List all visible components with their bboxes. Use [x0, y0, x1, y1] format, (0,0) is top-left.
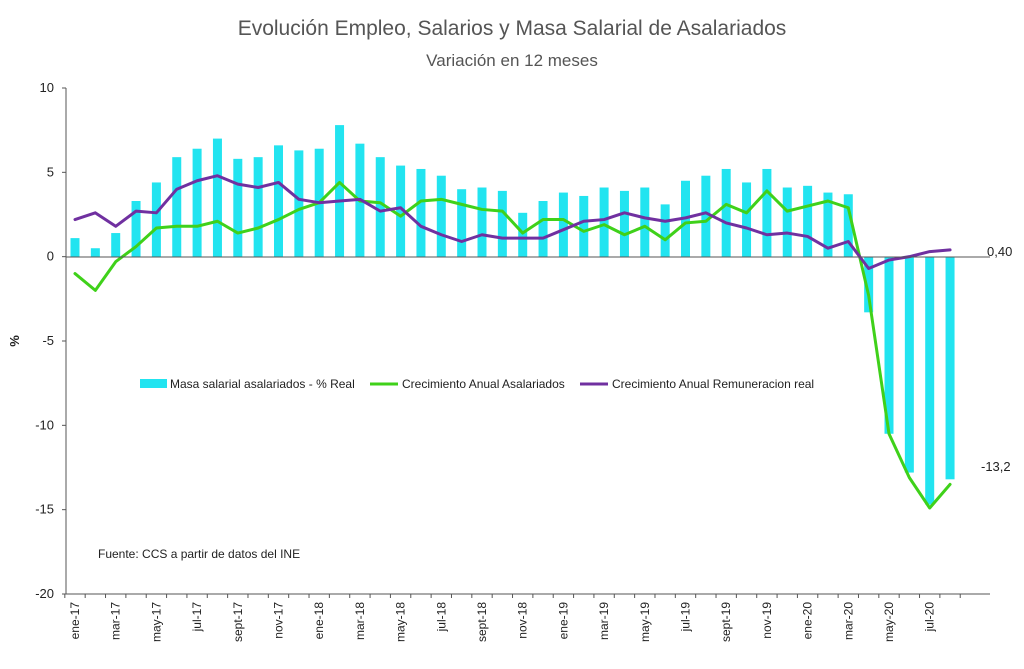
- bar-masa-salarial: [742, 182, 752, 257]
- bar-masa-salarial: [477, 187, 487, 257]
- bar-masa-salarial: [111, 233, 121, 257]
- y-tick-label: 10: [40, 80, 54, 95]
- x-tick-label: ene-17: [68, 602, 82, 640]
- end-label-remuneracion: 0,40: [987, 244, 1012, 259]
- y-tick-label: -15: [35, 502, 54, 517]
- x-tick-label: sept-18: [475, 602, 489, 642]
- legend: Masa salarial asalariados - % Real Creci…: [140, 377, 814, 391]
- bar-masa-salarial: [233, 158, 243, 257]
- bar-masa-salarial: [640, 187, 650, 257]
- bar-masa-salarial: [864, 256, 874, 313]
- bar-masa-salarial: [457, 189, 467, 257]
- bar-masa-salarial: [131, 201, 141, 257]
- bar-masa-salarial: [294, 150, 304, 257]
- x-tick-label: ene-18: [312, 602, 326, 640]
- chart-title: Evolución Empleo, Salarios y Masa Salari…: [238, 17, 787, 40]
- bar-masa-salarial: [945, 256, 955, 480]
- bar-masa-salarial: [90, 248, 100, 257]
- legend-label-masa: Masa salarial asalariados - % Real: [170, 377, 355, 391]
- y-tick-label: -10: [35, 417, 54, 432]
- chart-subtitle: Variación en 12 meses: [426, 51, 598, 70]
- bar-masa-salarial: [436, 175, 446, 257]
- y-tick-label: 0: [47, 249, 54, 264]
- legend-label-asalariados: Crecimiento Anual Asalariados: [402, 377, 565, 391]
- source-note: Fuente: CCS a partir de datos del INE: [98, 547, 300, 561]
- bar-masa-salarial: [335, 125, 345, 257]
- x-tick-label: may-19: [638, 602, 652, 642]
- bar-masa-salarial: [599, 187, 609, 257]
- x-tick-label: jul-19: [679, 602, 693, 633]
- bar-masa-salarial: [762, 168, 772, 257]
- bar-masa-salarial: [721, 168, 731, 257]
- y-tick-label: -5: [42, 333, 54, 348]
- bar-masa-salarial: [823, 192, 833, 257]
- bar-masa-salarial: [497, 190, 507, 257]
- x-tick-label: mar-18: [353, 602, 367, 640]
- bar-masa-salarial: [660, 204, 670, 257]
- bar-masa-salarial: [212, 138, 222, 257]
- bar-masa-salarial: [274, 145, 283, 257]
- bar-masa-salarial: [70, 238, 80, 257]
- end-label-masa: -13,2: [981, 459, 1011, 474]
- x-tick-label: jul-18: [434, 602, 448, 633]
- bar-masa-salarial: [904, 256, 914, 473]
- legend-label-remuneracion: Crecimiento Anual Remuneracion real: [612, 377, 814, 391]
- y-tick-label: -20: [35, 586, 54, 601]
- bar-masa-salarial: [396, 165, 406, 257]
- x-tick-label: jul-20: [923, 602, 937, 633]
- bar-masa-salarial: [151, 182, 161, 257]
- bars: [70, 125, 955, 505]
- x-tick-label: jul-17: [190, 602, 204, 633]
- y-tick-label: 5: [47, 164, 54, 179]
- x-tick-label: sept-17: [231, 602, 245, 642]
- bar-masa-salarial: [253, 157, 263, 257]
- x-tick-label: nov-17: [272, 602, 286, 639]
- bar-masa-salarial: [192, 148, 202, 257]
- x-tick-label: sept-19: [719, 602, 733, 642]
- x-tick-label: ene-20: [801, 602, 815, 640]
- bar-masa-salarial: [579, 195, 589, 257]
- bar-masa-salarial: [803, 185, 813, 257]
- bar-masa-salarial: [782, 187, 792, 257]
- x-tick-label: nov-19: [760, 602, 774, 639]
- x-tick-label: may-20: [882, 602, 896, 642]
- line-remuneracion-real: [73, 174, 952, 270]
- bar-masa-salarial: [375, 157, 385, 257]
- bar-masa-salarial: [884, 256, 894, 434]
- y-ticks: -20 -15 -10 -5 0 5 10: [35, 80, 66, 601]
- bar-masa-salarial: [843, 194, 853, 257]
- bar-masa-salarial: [701, 175, 711, 257]
- bar-masa-salarial: [172, 157, 182, 257]
- x-tick-label: mar-17: [109, 602, 123, 640]
- x-tick-label: nov-18: [516, 602, 530, 639]
- series-lines: [73, 174, 952, 510]
- bar-masa-salarial: [518, 212, 528, 257]
- bar-masa-salarial: [558, 192, 568, 257]
- x-ticks: ene-17 mar-17 may-17 jul-17 sept-17 nov-17 ene…: [64, 594, 961, 642]
- bar-masa-salarial: [619, 190, 629, 257]
- bar-masa-salarial: [925, 256, 935, 505]
- x-tick-label: may-17: [149, 602, 163, 642]
- x-tick-label: may-18: [394, 602, 408, 642]
- x-tick-label: ene-19: [556, 602, 570, 640]
- bar-masa-salarial: [538, 201, 548, 257]
- legend-swatch-masa: [140, 379, 167, 388]
- line-crecimiento-asalariados: [73, 180, 952, 510]
- x-tick-label: mar-19: [597, 602, 611, 640]
- bar-masa-salarial: [416, 168, 426, 257]
- y-axis-label: %: [7, 335, 22, 347]
- x-tick-label: mar-20: [841, 602, 855, 640]
